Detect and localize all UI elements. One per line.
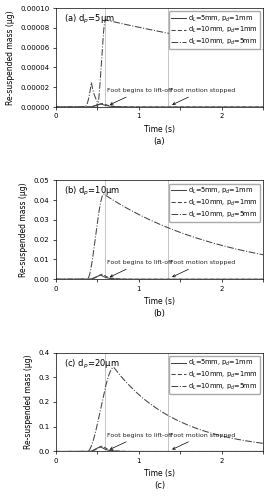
Legend: d$_L$=5mm, p$_d$=1mm, d$_L$=10mm, p$_d$=1mm, d$_L$=10mm, p$_d$=5mm: d$_L$=5mm, p$_d$=1mm, d$_L$=10mm, p$_d$=… xyxy=(169,356,260,394)
Text: Foot motion stopped: Foot motion stopped xyxy=(169,260,235,277)
X-axis label: Time (s): Time (s) xyxy=(144,470,175,478)
X-axis label: Time (s): Time (s) xyxy=(144,297,175,306)
Y-axis label: Re-suspended mass (μg): Re-suspended mass (μg) xyxy=(6,10,15,105)
Text: Foot motion stopped: Foot motion stopped xyxy=(169,88,235,104)
Y-axis label: Re-suspended mass (μg): Re-suspended mass (μg) xyxy=(19,182,28,277)
X-axis label: Time (s): Time (s) xyxy=(144,125,175,134)
Y-axis label: Re-suspended mass (μg): Re-suspended mass (μg) xyxy=(24,354,33,450)
Text: Foot begins to lift-off: Foot begins to lift-off xyxy=(107,260,172,277)
Text: (b) d$_p$=10μm: (b) d$_p$=10μm xyxy=(64,185,120,198)
Text: (a): (a) xyxy=(154,136,165,145)
Text: (b): (b) xyxy=(154,309,165,318)
Text: (c): (c) xyxy=(154,481,165,490)
Text: (a) d$_p$=5μm: (a) d$_p$=5μm xyxy=(64,13,115,26)
Text: (c) d$_p$=20μm: (c) d$_p$=20μm xyxy=(64,358,119,370)
Legend: d$_L$=5mm, p$_d$=1mm, d$_L$=10mm, p$_d$=1mm, d$_L$=10mm, p$_d$=5mm: d$_L$=5mm, p$_d$=1mm, d$_L$=10mm, p$_d$=… xyxy=(169,12,260,50)
Text: Foot begins to lift-off: Foot begins to lift-off xyxy=(107,88,172,104)
Text: Foot motion stopped: Foot motion stopped xyxy=(169,433,235,450)
Legend: d$_L$=5mm, p$_d$=1mm, d$_L$=10mm, p$_d$=1mm, d$_L$=10mm, p$_d$=5mm: d$_L$=5mm, p$_d$=1mm, d$_L$=10mm, p$_d$=… xyxy=(169,184,260,222)
Text: Foot begins to lift-off: Foot begins to lift-off xyxy=(107,433,172,450)
